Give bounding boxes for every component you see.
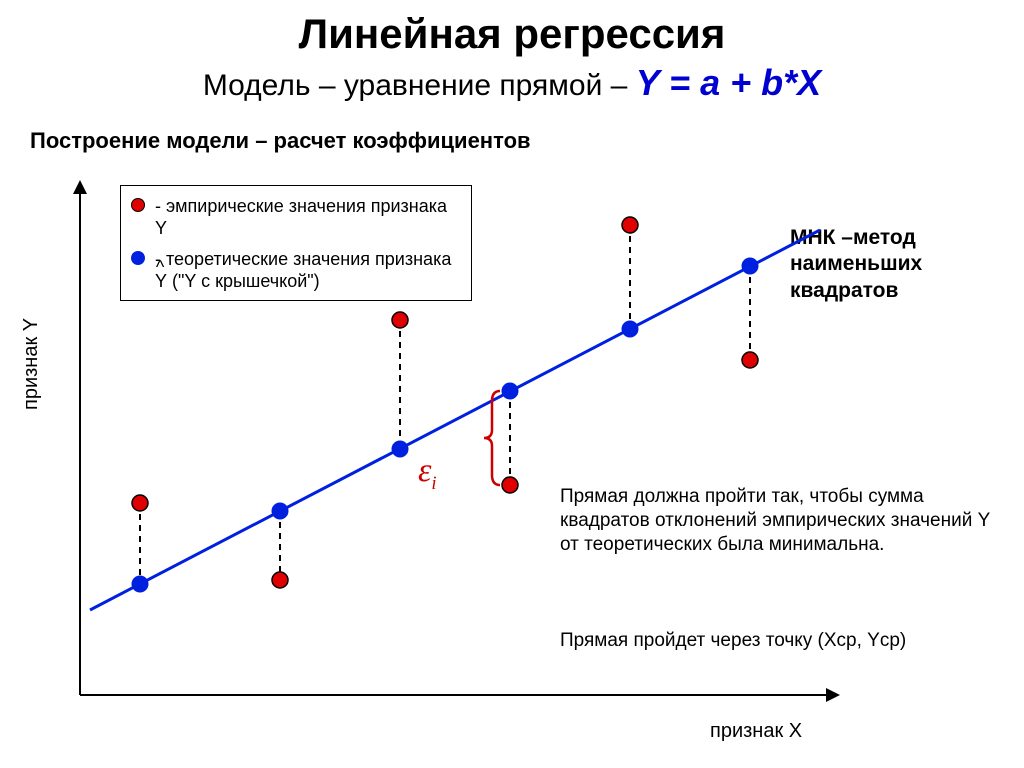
model-equation: Модель – уравнение прямой – Y = a + b*X	[0, 62, 1024, 104]
equation-formula: Y = a + b*X	[636, 62, 821, 103]
slide: Линейная регрессия Модель – уравнение пр…	[0, 0, 1024, 768]
regression-chart	[50, 175, 880, 715]
y-axis-label: признак Y	[20, 318, 43, 410]
x-axis-label: признак X	[710, 720, 802, 743]
subheading: Построение модели – расчет коэффициентов	[30, 128, 531, 154]
equation-label: Модель – уравнение прямой –	[203, 69, 636, 102]
page-title: Линейная регрессия	[0, 10, 1024, 58]
